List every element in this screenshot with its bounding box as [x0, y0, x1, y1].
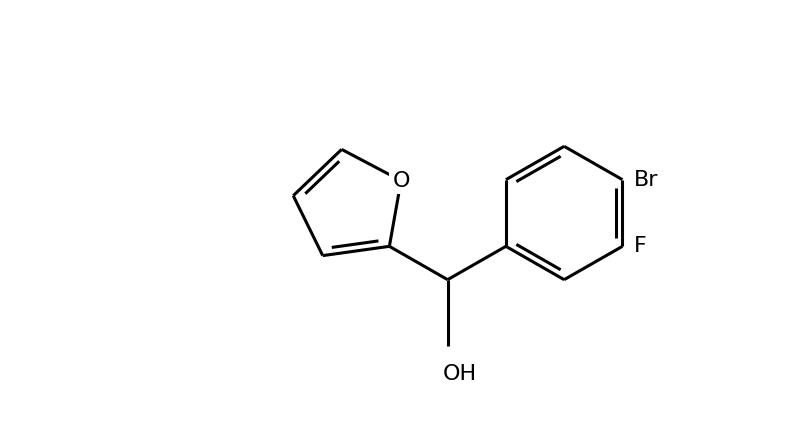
Text: Br: Br: [634, 170, 659, 190]
Text: O: O: [392, 171, 410, 191]
Text: F: F: [634, 236, 647, 256]
Text: OH: OH: [443, 364, 476, 384]
